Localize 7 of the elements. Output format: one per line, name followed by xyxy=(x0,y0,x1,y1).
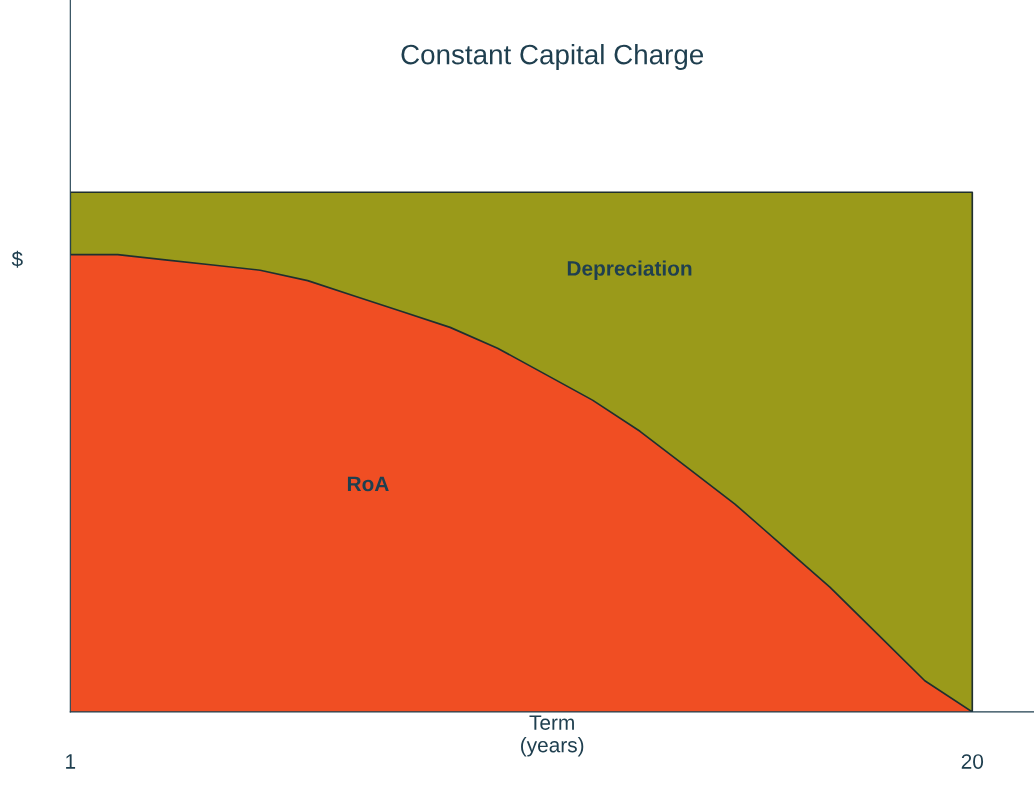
x-axis-title: Term (years) xyxy=(521,715,584,757)
series-label: RoA xyxy=(347,476,389,492)
series-label: Depreciation xyxy=(567,260,692,280)
x-tick-label: 20 xyxy=(961,754,984,769)
x-tick-label: 1 xyxy=(66,754,76,769)
y-axis-title: $ xyxy=(11,250,23,268)
chart-title: Constant Capital Charge xyxy=(401,44,704,70)
